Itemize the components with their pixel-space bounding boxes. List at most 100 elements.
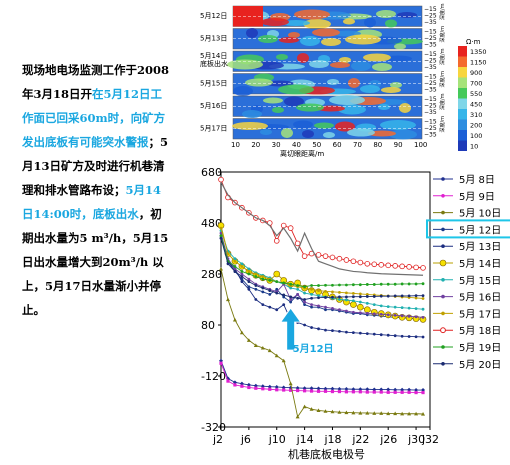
data-point [267,348,272,353]
data-point [358,300,362,304]
data-point [421,282,425,286]
series-line [220,179,424,269]
data-point [400,334,404,338]
data-point [281,358,286,363]
resistivity-blob [281,128,293,138]
data-point [338,308,341,312]
resistivity-blob [360,85,380,93]
data-point [393,294,397,298]
y-tick-label: -320 [201,421,226,434]
distance-tick: 80 [373,141,382,149]
depth-axis-label: 深度/m [439,71,446,88]
resistivity-blob [321,38,341,46]
resistivity-blob [314,122,334,129]
legend-marker [441,244,445,248]
data-point [324,328,327,332]
data-point [338,298,341,301]
legend-swatch [458,46,467,57]
data-point [400,282,404,286]
legend-marker [441,194,445,198]
data-point [372,312,376,316]
legend-value: 100 [470,132,482,140]
depth-tick: −25 [424,80,437,87]
x-tick-label: j10 [268,433,286,446]
data-point [420,265,426,271]
depth-tick: −35 [424,42,437,49]
resistivity-blob [333,30,361,37]
desc-highlight-1: 在5月12日工作面已回采60m时，向矿方发出底板有可能突水警报 [22,87,166,149]
data-point [218,176,224,183]
desc-part-1: 现场地电场监测工作于2008年3月18日开 [22,63,170,101]
data-point [400,390,404,394]
data-point [414,315,418,319]
resistivity-blob [233,86,253,96]
data-point [247,272,251,276]
data-point [364,261,371,267]
legend-label: 5月 18日 [459,325,501,337]
x-tick-label: j2 [212,433,223,446]
legend-label: 5月 12日 [459,224,501,236]
legend-swatch [458,119,467,130]
data-point [379,304,383,308]
legend-value: 700 [470,80,482,88]
data-point [288,381,293,386]
legend-swatch [458,88,467,99]
data-point [372,303,376,306]
resistivity-blob [399,103,411,113]
legend-swatch [458,130,467,141]
data-point [386,390,390,394]
data-point [414,294,418,298]
depth-tick: −25 [424,103,437,110]
distance-tick: 90 [394,141,403,149]
data-point [233,264,237,268]
legend-swatch [458,77,467,88]
data-point [407,390,411,394]
legend-title: Ω·m [466,38,481,46]
data-point [386,282,390,286]
resistivity-blob [260,129,272,135]
resistivity-row [232,28,423,50]
desc-highlight-2: 5月14日14:00时，底板出水 [22,183,162,221]
annotation-arrow [279,307,302,351]
data-point [351,283,355,287]
data-point [372,390,376,394]
data-point [247,287,251,291]
data-point [379,390,383,394]
data-point [344,387,349,392]
depth-axis-label: 深度/m [439,48,446,65]
resistivity-blob [278,84,314,95]
data-point [240,280,244,284]
distance-tick: 100 [414,141,427,149]
series-line [220,238,424,300]
data-point [303,291,306,295]
data-point [261,277,265,281]
resistivity-blob [284,96,304,107]
data-point [392,263,398,269]
data-point [310,303,313,306]
data-point [351,295,355,299]
data-point [268,278,272,282]
data-point [273,238,280,244]
series-5月17日 [219,226,425,300]
depth-tick: −35 [424,19,437,26]
data-point [407,387,412,392]
data-point [324,289,327,293]
data-point [331,283,334,287]
data-point [240,384,244,388]
resistivity-row [227,50,423,72]
row-label: 5月12日 [200,12,227,20]
data-point [247,280,251,284]
depth-tick: −35 [424,64,437,71]
data-point [358,331,362,335]
data-point [350,258,357,265]
depth-tick: −15 [424,96,437,103]
data-point [247,277,251,281]
data-point [309,407,314,411]
data-point [329,254,336,261]
data-point [317,294,320,298]
data-point [303,389,307,393]
data-point [287,225,294,231]
distance-tick: 30 [272,141,281,149]
resistivity-blob [380,120,416,130]
legend-marker [441,294,445,299]
